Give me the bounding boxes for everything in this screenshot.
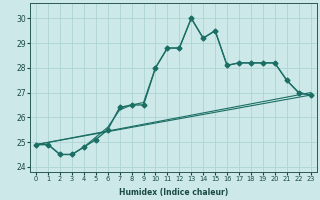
X-axis label: Humidex (Indice chaleur): Humidex (Indice chaleur) xyxy=(119,188,228,197)
